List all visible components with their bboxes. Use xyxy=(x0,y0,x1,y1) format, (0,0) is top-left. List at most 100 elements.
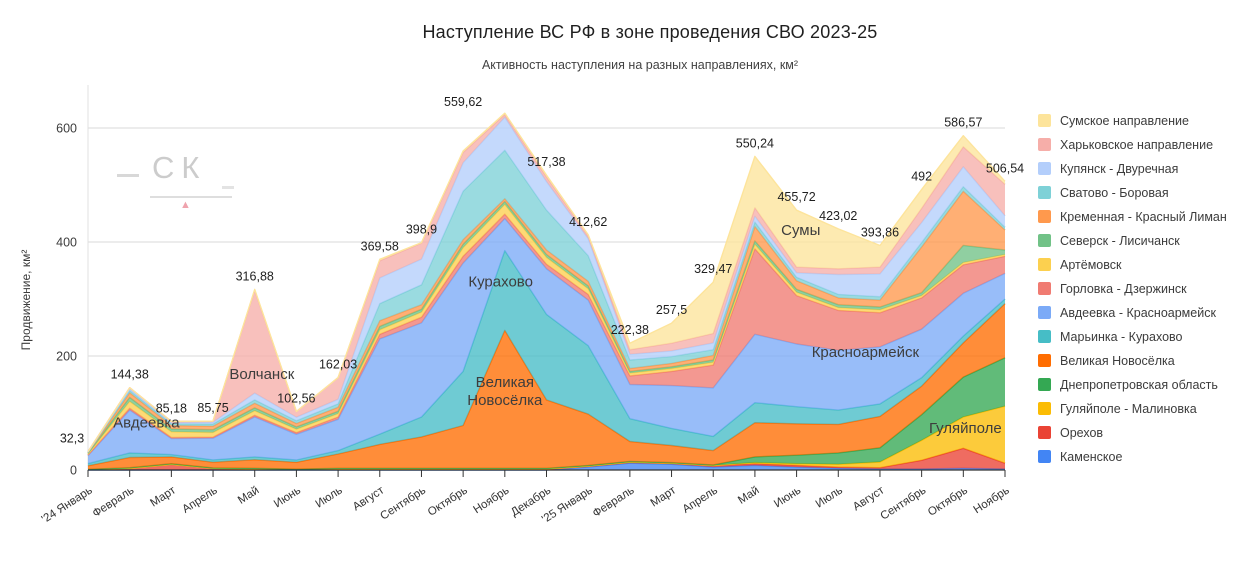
legend-swatch-icon xyxy=(1038,402,1051,415)
x-tick-label: Август xyxy=(351,484,387,513)
legend-label: Орехов xyxy=(1060,425,1104,440)
legend-item: Харьковское направление xyxy=(1038,137,1227,152)
legend-swatch-icon xyxy=(1038,234,1051,247)
value-label: 517,38 xyxy=(527,155,565,169)
legend-label: Кременная - Красный Лиман xyxy=(1060,209,1227,224)
legend-item: Орехов xyxy=(1038,425,1227,440)
legend-label: Сватово - Боровая xyxy=(1060,185,1169,200)
chart-legend: Сумское направление Харьковское направле… xyxy=(1038,113,1227,464)
legend-label: Днепропетровская область xyxy=(1060,377,1218,392)
legend-swatch-icon xyxy=(1038,378,1051,391)
legend-label: Сумское направление xyxy=(1060,113,1189,128)
legend-label: Каменское xyxy=(1060,449,1123,464)
area-band xyxy=(88,250,1005,466)
legend-swatch-icon xyxy=(1038,450,1051,463)
area-annotation: Сумы xyxy=(781,222,820,239)
x-tick-label: Апрель xyxy=(180,484,219,515)
value-label: 144,38 xyxy=(111,368,149,382)
x-tick-label: Февраль xyxy=(91,484,137,520)
area-annotation: Курахово xyxy=(468,273,533,290)
y-tick-label: 600 xyxy=(56,122,77,136)
x-tick-label: Май xyxy=(236,484,261,506)
legend-label: Северск - Лисичанск xyxy=(1060,233,1180,248)
value-label: 222,38 xyxy=(611,323,649,337)
legend-item: Северск - Лисичанск xyxy=(1038,233,1227,248)
watermark-triangle-icon: ▲ xyxy=(180,199,191,211)
x-tick-label: Ноябрь xyxy=(972,484,1012,516)
value-label: 257,5 xyxy=(656,303,687,317)
x-tick-label: Сентябрь xyxy=(879,484,929,522)
chart-title: Наступление ВС РФ в зоне проведения СВО … xyxy=(422,22,878,42)
legend-swatch-icon xyxy=(1038,114,1051,127)
area-band xyxy=(88,214,1005,456)
legend-swatch-icon xyxy=(1038,210,1051,223)
x-tick-label: Июнь xyxy=(772,484,803,510)
value-label: 506,54 xyxy=(986,161,1024,175)
legend-label: Великая Новосёлка xyxy=(1060,353,1175,368)
legend-swatch-icon xyxy=(1038,162,1051,175)
value-label: 32,3 xyxy=(60,432,84,446)
area-annotation: Волчанск xyxy=(229,366,294,383)
watermark-text: СК xyxy=(152,150,207,185)
x-tick-label: Октябрь xyxy=(926,484,970,518)
x-tick-label: Апрель xyxy=(681,484,720,515)
x-tick-label: Сентябрь xyxy=(378,484,428,522)
value-label: 329,47 xyxy=(694,262,732,276)
y-tick-label: 400 xyxy=(56,236,77,250)
area-top-line xyxy=(87,112,1006,452)
area-annotation: Авдеевка xyxy=(113,414,180,431)
x-tick-label: '24 Январь xyxy=(40,484,95,525)
watermark-dash2-icon xyxy=(222,186,234,189)
value-label: 369,58 xyxy=(361,239,399,253)
value-label: 492 xyxy=(911,170,932,184)
value-label: 393,86 xyxy=(861,225,899,239)
legend-swatch-icon xyxy=(1038,426,1051,439)
legend-label: Харьковское направление xyxy=(1060,137,1214,152)
legend-swatch-icon xyxy=(1038,282,1051,295)
value-label: 412,62 xyxy=(569,215,607,229)
watermark-underline xyxy=(150,196,232,198)
legend-item: Авдеевка - Красноармейск xyxy=(1038,306,1227,320)
value-label: 455,72 xyxy=(777,190,815,204)
x-tick-label: Ноябрь xyxy=(471,484,511,516)
value-label: 102,56 xyxy=(277,392,315,406)
x-tick-label: Февраль xyxy=(591,484,637,520)
value-label: 398,9 xyxy=(406,223,437,237)
x-tick-label: Март xyxy=(148,484,178,509)
area-band xyxy=(88,113,1005,452)
area-band xyxy=(88,117,1005,453)
value-label: 162,03 xyxy=(319,358,357,372)
legend-item: Марьинка - Курахово xyxy=(1038,330,1227,344)
legend-item: Горловка - Дзержинск xyxy=(1038,282,1227,296)
legend-item: Великая Новосёлка xyxy=(1038,353,1227,368)
legend-item: Сумское направление xyxy=(1038,113,1227,128)
area-band xyxy=(88,218,1005,464)
x-tick-label: Март xyxy=(649,484,679,509)
watermark-logo: СК ▲ xyxy=(112,150,252,220)
y-tick-label: 0 xyxy=(70,464,77,478)
area-band xyxy=(88,191,1005,454)
value-label: 559,62 xyxy=(444,95,482,109)
area-band xyxy=(88,303,1005,470)
value-label: 316,88 xyxy=(236,269,274,283)
area-annotation: Великая Новосёлка xyxy=(467,374,543,409)
legend-item: Сватово - Боровая xyxy=(1038,185,1227,200)
x-tick-label: Май xyxy=(736,484,761,506)
legend-item: Днепропетровская область xyxy=(1038,377,1227,392)
x-tick-label: Июнь xyxy=(272,484,303,510)
x-tick-label: Август xyxy=(851,484,887,513)
y-axis-title: Продвижение, км² xyxy=(19,250,33,351)
legend-swatch-icon xyxy=(1038,186,1051,199)
legend-item: Купянск - Двуречная xyxy=(1038,162,1227,176)
legend-label: Гуляйполе - Малиновка xyxy=(1060,401,1197,416)
value-label: 85,75 xyxy=(197,401,228,415)
value-label: 550,24 xyxy=(736,136,774,150)
value-label: 586,57 xyxy=(944,116,982,130)
y-tick-label: 200 xyxy=(56,350,77,364)
value-label: 423,02 xyxy=(819,209,857,223)
legend-item: Артёмовск xyxy=(1038,258,1227,272)
x-tick-label: Июль xyxy=(314,484,345,510)
area-annotation: Гуляйполе xyxy=(929,420,1002,437)
